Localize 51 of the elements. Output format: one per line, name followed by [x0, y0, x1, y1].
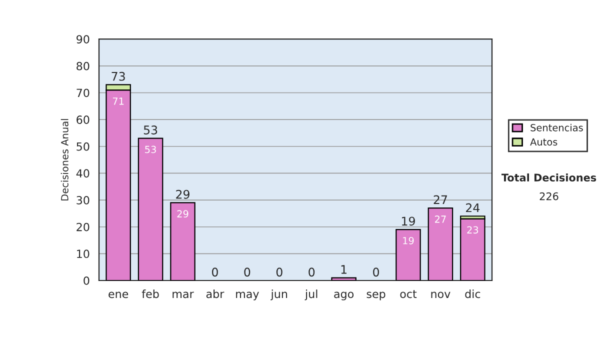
text: Total Decisiones: [501, 173, 596, 182]
legend-label: Sentencias: [530, 124, 583, 132]
text: 226: [540, 192, 558, 200]
y-tick-label: 40: [76, 169, 90, 178]
y-tick-label: 70: [76, 88, 90, 98]
x-tick-label: may: [236, 292, 259, 300]
y-axis-title: Decisiones Anual: [60, 119, 68, 200]
data-label: 29: [177, 210, 188, 218]
y-tick-label: 90: [76, 35, 90, 44]
total-label: 19: [402, 216, 415, 226]
x-tick-label: sep: [366, 292, 386, 300]
x-tick-label: oct: [400, 290, 417, 298]
legend-label: Autos: [530, 138, 558, 146]
x-tick-label: jun: [270, 290, 288, 300]
x-tick-label: ago: [334, 292, 354, 300]
y-tick-label: 30: [76, 196, 90, 204]
y-tick-label: 10: [77, 250, 90, 258]
total-label: 29: [176, 190, 190, 199]
total-label: 0: [244, 268, 250, 277]
y-tick-label: 50: [76, 142, 90, 151]
bar: [460, 218, 486, 280]
bar: [428, 208, 454, 280]
total-label: 0: [276, 268, 282, 277]
bar: [170, 202, 196, 280]
data-label: 27: [434, 216, 446, 223]
x-tick-label: dic: [465, 290, 480, 298]
y-tick-label: 20: [76, 222, 90, 232]
data-label: 53: [145, 146, 156, 154]
total-label: 0: [373, 268, 380, 277]
total-label: 0: [308, 268, 315, 277]
y-tick-label: 0: [84, 276, 90, 285]
x-tick-label: jul: [304, 290, 318, 300]
total-label: 24: [466, 203, 480, 212]
total-label: 73: [112, 72, 125, 81]
x-tick-label: nov: [431, 292, 450, 298]
data-label: 23: [467, 226, 478, 234]
x-tick-label: ene: [108, 292, 128, 298]
x-tick-label: abr: [206, 290, 224, 298]
bar: [396, 228, 421, 280]
y-tick-label: 80: [76, 62, 90, 70]
x-tick-label: mar: [172, 292, 194, 298]
total-label: 1: [341, 265, 346, 274]
data-label: 71: [112, 98, 124, 105]
bar: [138, 138, 164, 280]
y-tick-label: 60: [76, 116, 90, 124]
bar: [331, 277, 356, 280]
total-label: 0: [212, 268, 218, 277]
data-label: 19: [403, 236, 414, 244]
total-label: 53: [144, 126, 158, 134]
x-tick-label: feb: [142, 290, 159, 298]
total-label: 27: [434, 195, 447, 204]
